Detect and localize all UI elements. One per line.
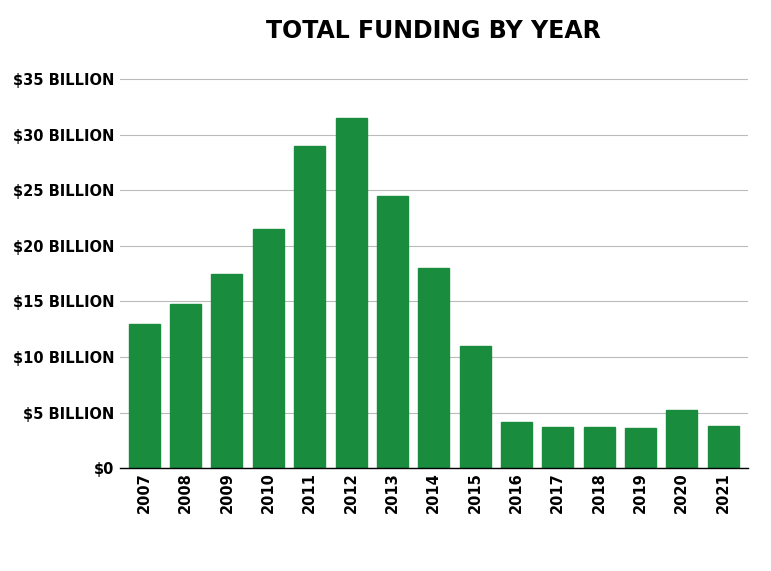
Bar [170, 304, 201, 468]
Bar [501, 421, 532, 468]
Bar [418, 268, 449, 468]
Title: TOTAL FUNDING BY YEAR: TOTAL FUNDING BY YEAR [266, 18, 601, 42]
Bar [129, 324, 160, 468]
Bar [542, 427, 573, 468]
Bar [625, 428, 656, 468]
Bar [460, 346, 490, 468]
Bar [211, 274, 243, 468]
Bar [335, 118, 366, 468]
Bar [295, 146, 325, 468]
Bar [666, 411, 697, 468]
Bar [708, 426, 739, 468]
Bar [253, 229, 284, 468]
Bar [377, 196, 408, 468]
Bar [584, 427, 614, 468]
